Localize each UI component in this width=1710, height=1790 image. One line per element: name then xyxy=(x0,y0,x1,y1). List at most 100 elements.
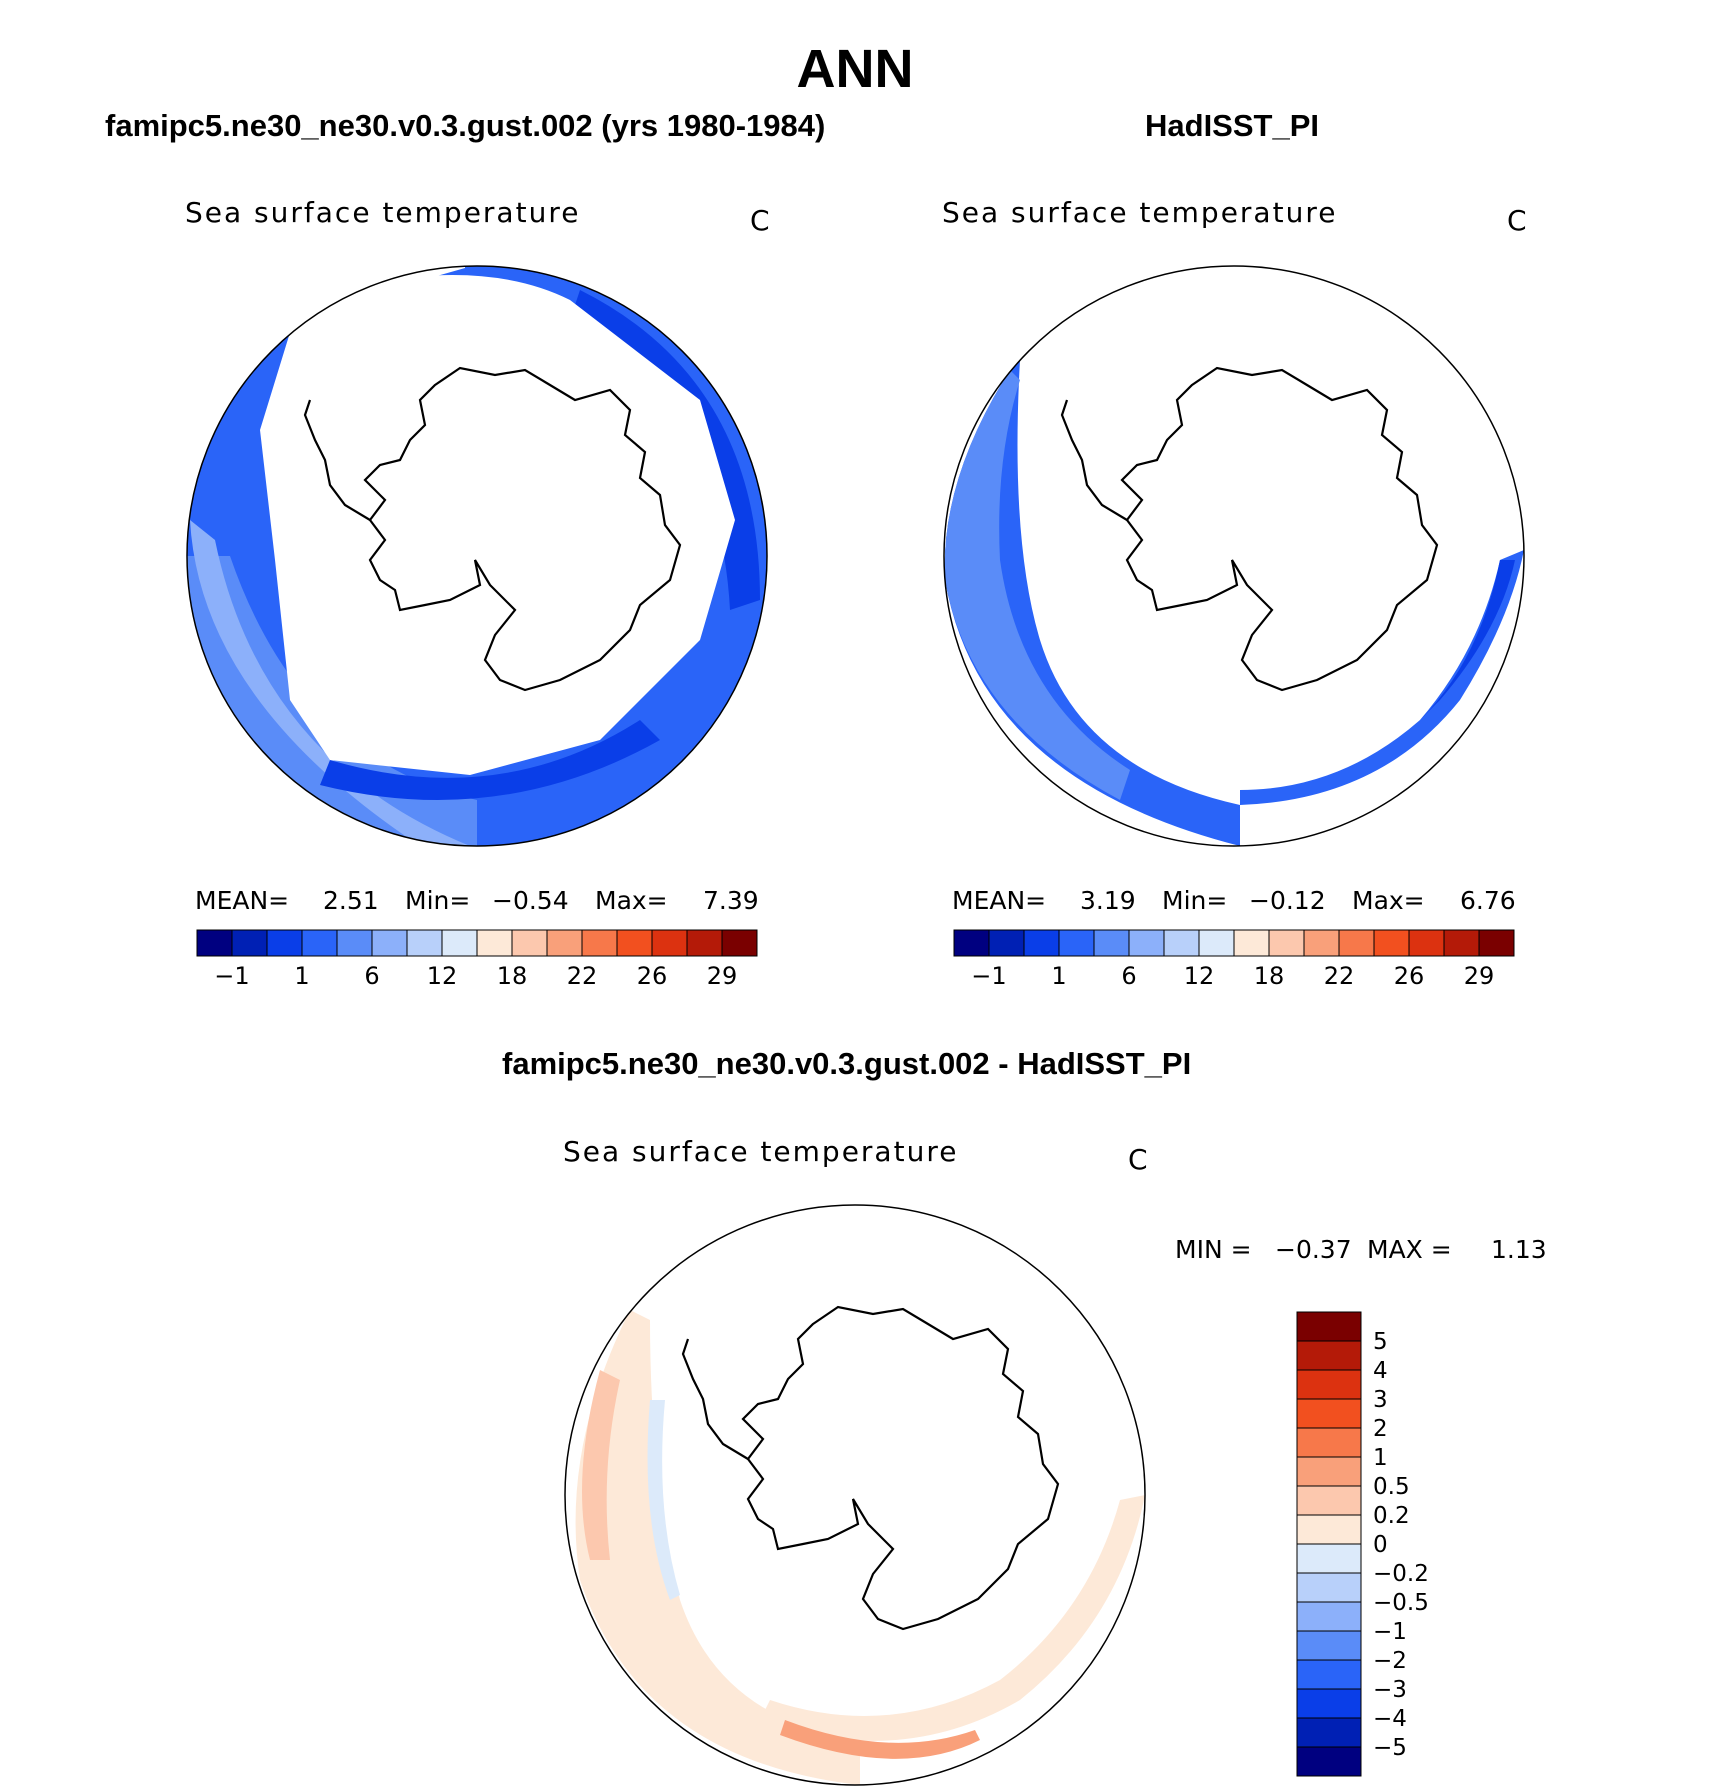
obs-cold-band xyxy=(1420,560,1515,720)
diff-colorbar-tick-label: 2 xyxy=(1373,1416,1388,1442)
obs-colorbar-swatch xyxy=(988,929,1025,957)
obs-ocean-base xyxy=(944,266,1524,846)
model-colorbar-swatch xyxy=(721,929,758,957)
diff-colorbar-swatch xyxy=(1296,1717,1362,1748)
model-colorbar-tick-label: 26 xyxy=(637,962,668,990)
obs-colorbar-tick-label: 22 xyxy=(1324,962,1355,990)
obs-colorbar-swatch xyxy=(1058,929,1095,957)
obs-colorbar-swatch xyxy=(953,929,990,957)
diff-colorbar-swatch xyxy=(1296,1311,1362,1342)
diff-colorbar-swatch xyxy=(1296,1601,1362,1632)
diff-colorbar-tick-label: 4 xyxy=(1373,1358,1388,1384)
model-warm-band xyxy=(187,556,477,846)
diff-colorbar-tick-label: 0.5 xyxy=(1373,1474,1410,1500)
diff-colorbar-tick-label: −3 xyxy=(1373,1677,1407,1703)
diff-colorbar-tick-label: −5 xyxy=(1373,1735,1407,1761)
obs-warm-band xyxy=(944,370,1130,800)
diff-colorbar-swatch xyxy=(1296,1746,1362,1777)
diff-colorbar-swatch xyxy=(1296,1659,1362,1690)
diff-max-label: MAX = xyxy=(1367,1235,1452,1264)
diff-colorbar-swatch xyxy=(1296,1427,1362,1458)
diff-colorbar-swatch xyxy=(1296,1398,1362,1429)
diff-positive-band xyxy=(575,1310,860,1785)
page-title: ANN xyxy=(796,39,914,99)
obs-colorbar-swatch xyxy=(1163,929,1200,957)
obs-map xyxy=(943,265,1525,847)
obs-colorbar-tick-label: 1 xyxy=(1051,962,1066,990)
obs-case-title: HadISST_PI xyxy=(1145,108,1319,143)
model-colorbar: −1 1 6 12 18 22 26 29 xyxy=(196,929,758,990)
diff-colorbar-tick-label: −0.2 xyxy=(1373,1561,1429,1587)
model-min-value: −0.54 xyxy=(492,886,569,915)
obs-colorbar-swatch xyxy=(1443,929,1480,957)
obs-colorbar-swatch xyxy=(1373,929,1410,957)
model-stats: MEAN= 2.51 Min= −0.54 Max= 7.39 xyxy=(195,886,760,916)
model-sea-ice xyxy=(260,275,735,775)
model-colorbar-tick-label: −1 xyxy=(214,962,249,990)
obs-mean-label: MEAN= xyxy=(952,886,1047,915)
obs-mean-value: 3.19 xyxy=(1080,886,1136,915)
obs-colorbar-swatch xyxy=(1268,929,1305,957)
model-colorbar-swatch xyxy=(266,929,303,957)
model-colorbar-swatch xyxy=(441,929,478,957)
diff-colorbar-swatch xyxy=(1296,1456,1362,1487)
model-colorbar-tick-label: 29 xyxy=(707,962,738,990)
obs-colorbar-tick-label: 29 xyxy=(1464,962,1495,990)
obs-colorbar-swatch xyxy=(1198,929,1235,957)
diff-stats: MIN = −0.37 MAX = 1.13 xyxy=(1175,1235,1555,1265)
model-map-border xyxy=(186,265,768,847)
obs-colorbar-tick-label: 26 xyxy=(1394,962,1425,990)
obs-east-band xyxy=(1240,550,1524,805)
model-cold-band-2 xyxy=(320,720,660,800)
model-max-label: Max= xyxy=(595,886,668,915)
model-colorbar-swatch xyxy=(651,929,688,957)
model-colorbar-tick-label: 1 xyxy=(294,962,309,990)
obs-colorbar: −1 1 6 12 18 22 26 29 xyxy=(953,929,1515,990)
model-colorbar-tick-label: 6 xyxy=(364,962,379,990)
model-colorbar-swatch xyxy=(231,929,268,957)
model-mean-value: 2.51 xyxy=(323,886,379,915)
obs-map-border xyxy=(943,265,1525,847)
diff-colorbar-tick-label: −0.5 xyxy=(1373,1590,1429,1616)
model-colorbar-swatch xyxy=(196,929,233,957)
obs-min-label: Min= xyxy=(1162,886,1228,915)
obs-colorbar-tick-label: 12 xyxy=(1184,962,1215,990)
diff-colorbar-swatch xyxy=(1296,1485,1362,1516)
model-colorbar-swatch xyxy=(546,929,583,957)
model-map xyxy=(186,265,768,847)
model-field-label: Sea surface temperature xyxy=(185,196,581,229)
diff-colorbar-swatch xyxy=(1296,1543,1362,1574)
diff-colorbar-swatch xyxy=(1296,1514,1362,1545)
diff-ocean-base xyxy=(565,1205,1145,1785)
diff-warm-patch xyxy=(780,1720,980,1759)
diff-colorbar-tick-label: 5 xyxy=(1373,1329,1388,1355)
diff-colorbar-tick-label: 1 xyxy=(1373,1445,1388,1471)
obs-colorbar-tick-label: −1 xyxy=(971,962,1006,990)
obs-max-value: 6.76 xyxy=(1460,886,1516,915)
model-colorbar-swatch xyxy=(301,929,338,957)
diff-colorbar-tick-label: −2 xyxy=(1373,1648,1407,1674)
diff-colorbar-tick-label: −1 xyxy=(1373,1619,1407,1645)
diff-east-band xyxy=(760,1495,1145,1741)
obs-stats: MEAN= 3.19 Min= −0.12 Max= 6.76 xyxy=(952,886,1517,916)
model-colorbar-swatch xyxy=(336,929,373,957)
diff-negative-strip xyxy=(647,1400,680,1600)
model-colorbar-swatch xyxy=(581,929,618,957)
model-colorbar-swatch xyxy=(371,929,408,957)
obs-colorbar-swatch xyxy=(1338,929,1375,957)
model-colorbar-tick-label: 18 xyxy=(497,962,528,990)
diff-colorbar-swatch xyxy=(1296,1688,1362,1719)
model-colorbar-tick-label: 22 xyxy=(567,962,598,990)
diff-units: C xyxy=(1128,1143,1150,1176)
diff-colorbar-tick-label: −4 xyxy=(1373,1706,1407,1732)
model-max-value: 7.39 xyxy=(703,886,759,915)
diff-map-border xyxy=(564,1204,1146,1786)
model-colorbar-swatch xyxy=(616,929,653,957)
diff-case-title: famipc5.ne30_ne30.v0.3.gust.002 - HadISS… xyxy=(502,1046,1192,1081)
diff-colorbar-swatch xyxy=(1296,1369,1362,1400)
diff-colorbar-tick-label: 0 xyxy=(1373,1532,1388,1558)
diff-colorbar: 5 4 3 2 1 0.5 0.2 0 −0.2 −0.5 −1 −2 −3 −4 −5 xyxy=(1296,1311,1429,1777)
obs-colorbar-swatch xyxy=(1303,929,1340,957)
model-colorbar-swatch xyxy=(406,929,443,957)
obs-colorbar-swatch xyxy=(1093,929,1130,957)
